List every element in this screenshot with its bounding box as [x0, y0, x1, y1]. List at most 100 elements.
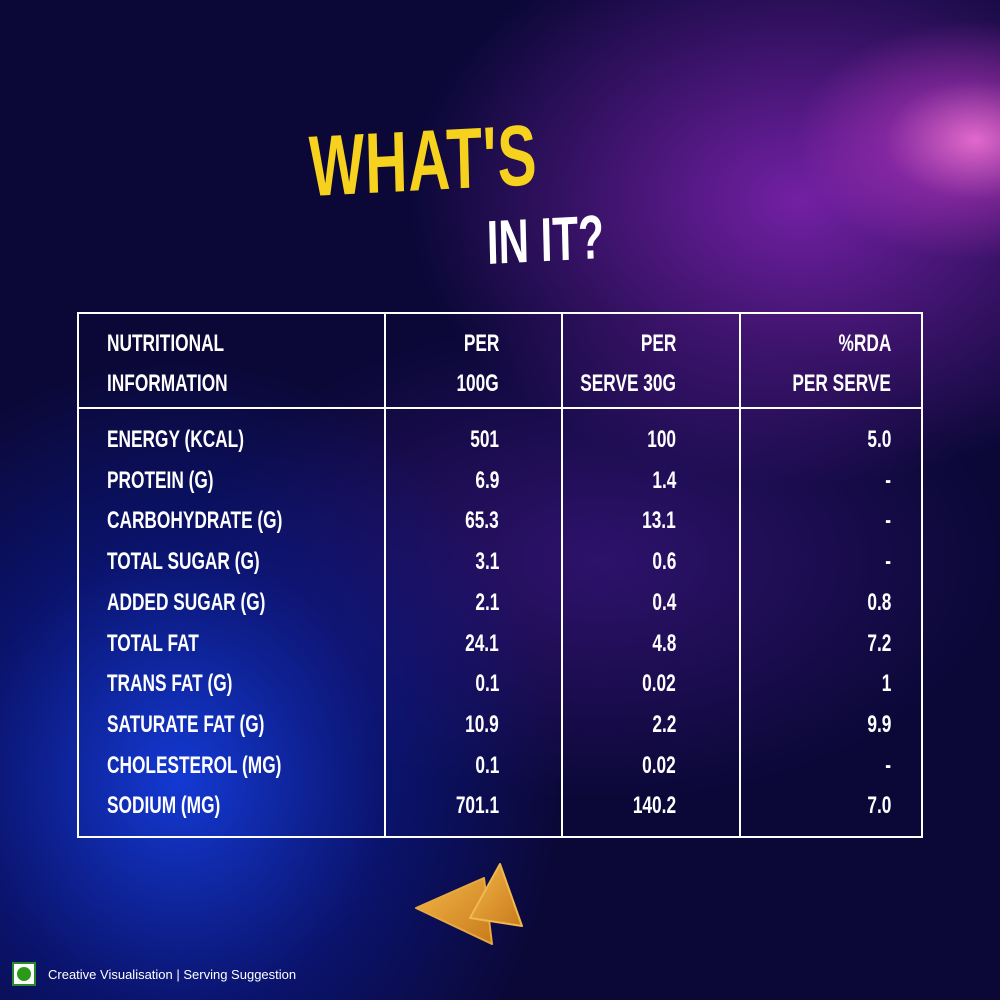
nutrient-value-text: 2.1 [474, 588, 499, 616]
nutrient-value-text: 0.02 [642, 670, 676, 698]
header-cell-text: 100G [456, 370, 499, 397]
nutrient-label-text: ENERGY (KCAL) [107, 426, 244, 453]
nutrient-value: 701.1 [79, 786, 499, 826]
nutrient-label-text: PROTEIN (G) [107, 466, 214, 494]
nutrient-value: - [79, 501, 891, 541]
nutrient-value-text: 0.1 [474, 670, 499, 698]
nutrient-value-text: 2.2 [651, 710, 676, 738]
header-cell-text: NUTRITIONAL [107, 330, 225, 357]
column-divider [384, 314, 386, 836]
nutrient-value-text: 100 [647, 426, 676, 453]
nutrient-value-text: 7.0 [866, 792, 891, 820]
nutrient-label: CARBOHYDRATE (G) [107, 501, 351, 541]
nutrient-value: 9.9 [79, 705, 891, 745]
nutrient-value-text: 13.1 [642, 507, 676, 535]
nutrient-value: - [79, 746, 891, 786]
nutrient-value-text: 3.1 [474, 548, 499, 576]
nutrient-label-text: CHOLESTEROL (MG) [107, 751, 282, 779]
nutrient-value: 5.0 [79, 420, 891, 460]
nutrient-value-text: 0.1 [474, 751, 499, 779]
nutrient-value: 24.1 [79, 624, 499, 664]
nutrient-value: 100 [79, 420, 676, 460]
header-cell: %RDA [79, 324, 891, 364]
nutrient-label: CHOLESTEROL (MG) [107, 746, 349, 786]
nutrient-value: 7.0 [79, 786, 891, 826]
nutrient-value: 0.02 [79, 664, 676, 704]
footer-text: Creative Visualisation | Serving Suggest… [48, 966, 297, 982]
nutrient-value-text: 65.3 [465, 507, 499, 535]
header-cell: 100G [79, 364, 499, 404]
nutrient-value-text: 6.9 [474, 466, 499, 494]
nutrient-label-text: TRANS FAT (G) [107, 670, 233, 698]
title-whats: WHAT'S [308, 107, 539, 215]
header-cell-text: PER [640, 330, 676, 357]
nutrient-value: 0.4 [79, 583, 676, 623]
nutrient-value: 501 [79, 420, 499, 460]
nutrient-value: 0.1 [79, 664, 499, 704]
nutrient-value: 6.9 [79, 461, 499, 501]
header-cell: PER [79, 324, 499, 364]
nutrient-value-text: 0.4 [651, 588, 676, 616]
nutrient-value-text: 501 [470, 426, 499, 453]
nutrient-label: SATURATE FAT (G) [107, 705, 326, 745]
nutrient-value-text: 0.02 [642, 751, 676, 779]
nutrient-value: 1.4 [79, 461, 676, 501]
nutrient-value-text: - [885, 548, 891, 576]
header-divider [79, 407, 921, 409]
nutrient-value-text: 701.1 [455, 792, 499, 820]
header-cell-text: SERVE 30G [580, 370, 676, 397]
nutrient-value-text: 0.6 [651, 548, 676, 576]
veg-symbol-icon [12, 962, 36, 986]
nutrient-value: 0.02 [79, 746, 676, 786]
nutrient-value: 0.1 [79, 746, 499, 786]
nutrient-value: 7.2 [79, 624, 891, 664]
nutrient-value: 13.1 [79, 501, 676, 541]
header-cell: SERVE 30G [79, 364, 676, 404]
nutrient-value: 65.3 [79, 501, 499, 541]
nutrient-value-text: 0.8 [866, 588, 891, 616]
nutrient-label-text: TOTAL SUGAR (G) [107, 548, 260, 576]
nutrient-value-text: 4.8 [651, 629, 676, 657]
nutrient-label: TOTAL SUGAR (G) [107, 542, 319, 582]
footer: Creative Visualisation | Serving Suggest… [12, 962, 296, 986]
nutrient-value: 2.1 [79, 583, 499, 623]
header-cell-text: PER SERVE [792, 370, 891, 397]
nutrient-label: ADDED SUGAR (G) [107, 583, 327, 623]
nutrient-label-text: SODIUM (MG) [107, 792, 221, 820]
nutrient-value-text: 10.9 [465, 710, 499, 738]
nutrient-value-text: 1 [881, 670, 891, 698]
header-cell: PER [79, 324, 676, 364]
nutrient-value-text: 140.2 [632, 792, 676, 820]
nutrient-value: 140.2 [79, 786, 676, 826]
nutrient-value: 0.8 [79, 583, 891, 623]
nutrient-value: - [79, 461, 891, 501]
nutrient-value: 4.8 [79, 624, 676, 664]
header-cell-text: PER [463, 330, 499, 357]
nutrient-value-text: 1.4 [651, 466, 676, 494]
nutrient-label-text: TOTAL FAT [107, 629, 199, 657]
title-in-it: IN IT? [486, 202, 605, 278]
header-cell: INFORMATION [107, 364, 275, 404]
nutrient-value-text: - [885, 751, 891, 779]
header-cell-text: %RDA [838, 330, 891, 357]
nutrient-value-text: 5.0 [866, 426, 891, 453]
nutrient-value-text: 9.9 [866, 710, 891, 738]
nutrient-label: SODIUM (MG) [107, 786, 264, 826]
header-cell: PER SERVE [79, 364, 891, 404]
nutrient-value-text: 24.1 [465, 629, 499, 657]
nutrient-label: TRANS FAT (G) [107, 664, 281, 704]
nutrient-label: ENERGY (KCAL) [107, 420, 297, 460]
nutrient-value-text: - [885, 507, 891, 535]
header-cell-text: INFORMATION [107, 370, 228, 397]
nutrient-value: 0.6 [79, 542, 676, 582]
column-divider [561, 314, 563, 836]
nutrient-value: 10.9 [79, 705, 499, 745]
nutrient-value: 3.1 [79, 542, 499, 582]
nutrient-label-text: ADDED SUGAR (G) [107, 588, 266, 616]
nutrient-label: TOTAL FAT [107, 624, 235, 664]
nutrient-value: 1 [79, 664, 891, 704]
nacho-chips-image [415, 863, 523, 945]
nutrient-value-text: 7.2 [866, 629, 891, 657]
nutrient-value-text: - [885, 466, 891, 494]
nutrition-table: NUTRITIONAL INFORMATION PER 100G PER SERVE 30… [77, 312, 923, 838]
